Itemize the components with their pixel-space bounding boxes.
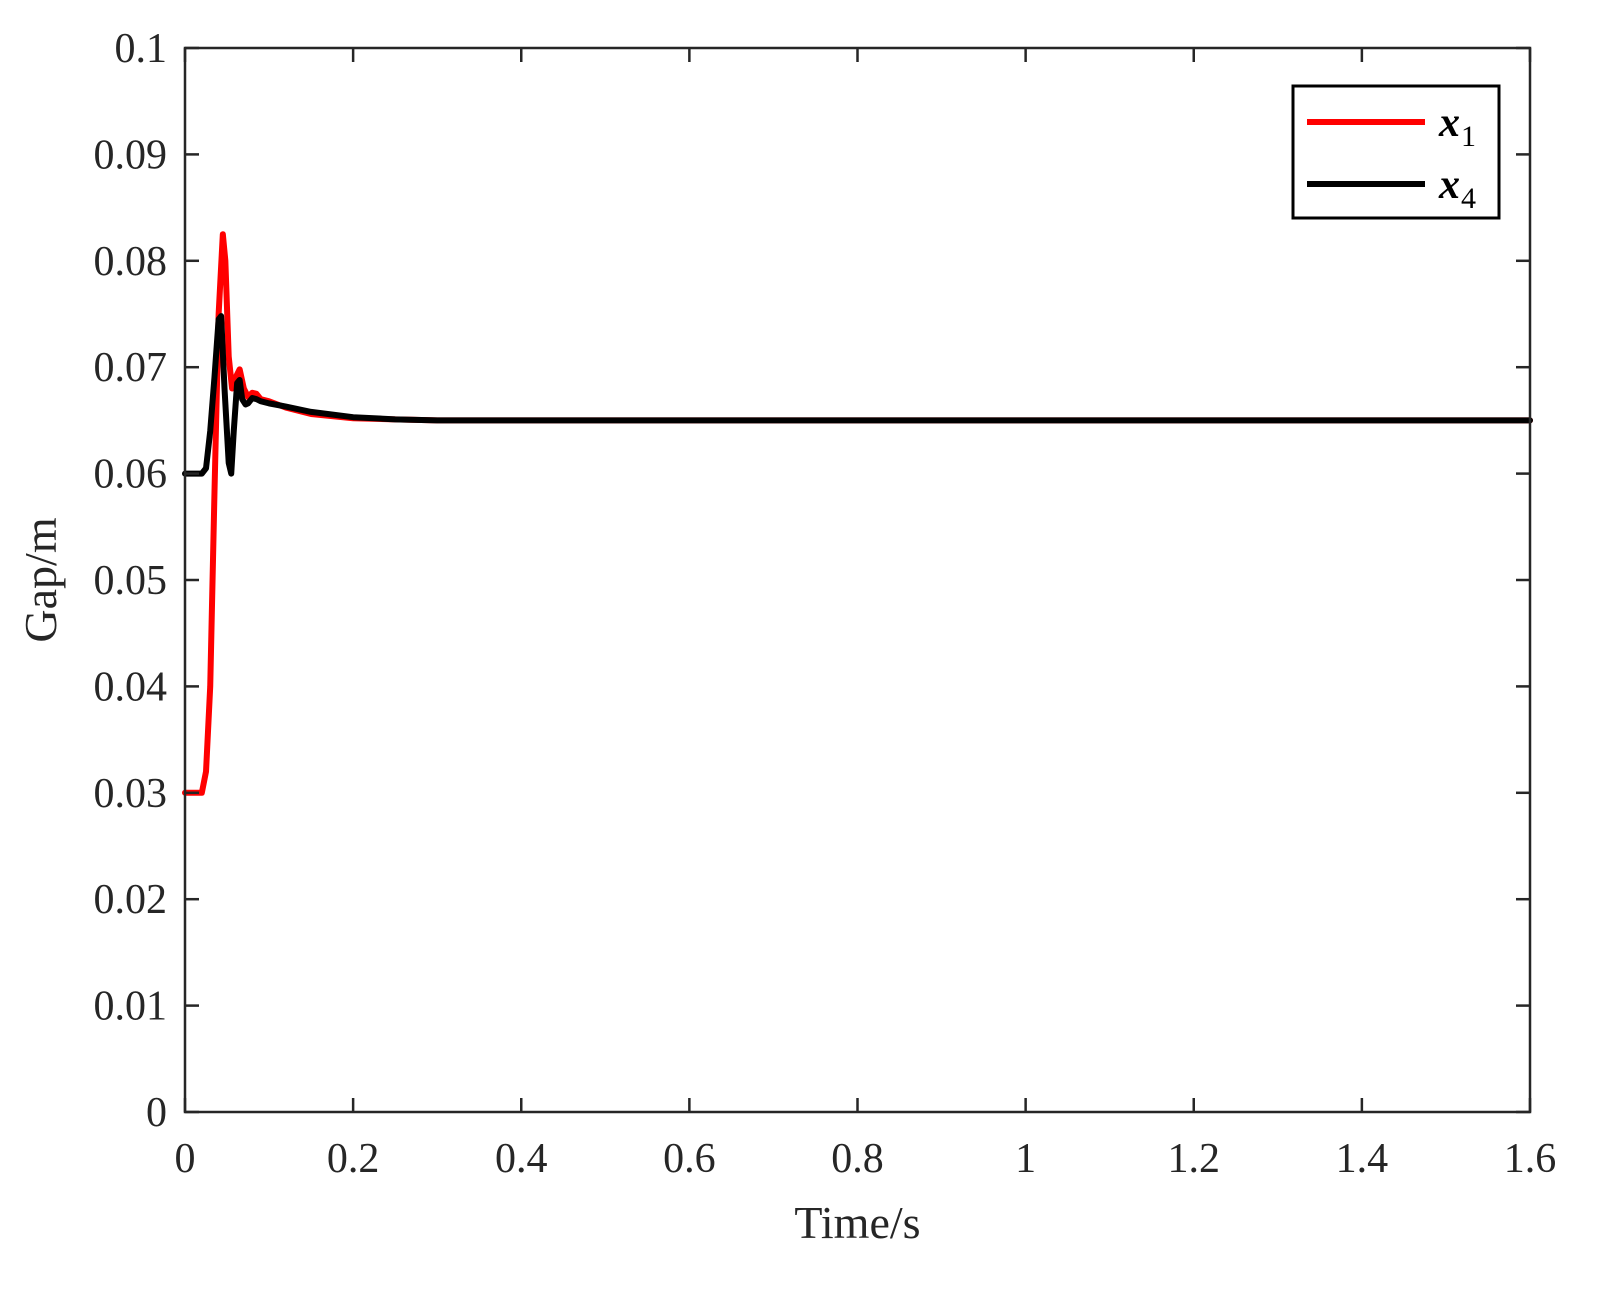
x-tick-label: 1.2 — [1168, 1136, 1221, 1182]
series-layer — [182, 231, 1533, 796]
y-tick-label: 0.06 — [94, 452, 168, 498]
y-tick-label: 0.05 — [94, 558, 168, 604]
y-tick-label: 0.03 — [94, 771, 168, 817]
y-tick-label: 0 — [146, 1090, 167, 1136]
x-axis-label: Time/s — [794, 1197, 920, 1248]
y-tick-label: 0.1 — [115, 26, 168, 72]
y-tick-label: 0.09 — [94, 132, 168, 178]
y-tick-label: 0.02 — [94, 877, 168, 923]
y-tick-label: 0.04 — [94, 664, 168, 710]
x-tick-label: 1.6 — [1504, 1136, 1557, 1182]
legend-label: x — [1438, 162, 1460, 208]
axes-layer: 0 0.2 0.4 0.6 0.8 1 1.2 1.4 1.6 0 0.01 0.02 0.03 0.04… — [94, 26, 1557, 1182]
x-tick-label: 0.8 — [831, 1136, 884, 1182]
x-tick-label: 0.4 — [495, 1136, 548, 1182]
legend-box — [1291, 84, 1501, 220]
legend-label-subscript: 1 — [1461, 120, 1476, 153]
legend-label: x — [1438, 100, 1460, 146]
x-tick-label: 0.6 — [663, 1136, 716, 1182]
y-tick-label: 0.08 — [94, 239, 168, 285]
y-tick-label: 0.01 — [94, 984, 168, 1030]
x-tick-label: 0.2 — [327, 1136, 380, 1182]
x-tick-label: 0 — [175, 1136, 196, 1182]
legend-label-subscript: 4 — [1461, 182, 1476, 215]
legend: x 1x 4 — [1291, 84, 1501, 220]
y-axis-label: Gap/m — [15, 517, 66, 642]
x-tick-label: 1.4 — [1336, 1136, 1389, 1182]
x-tick-label: 1 — [1015, 1136, 1036, 1182]
series-line-x4 — [182, 313, 1533, 477]
y-tick-label: 0.07 — [94, 345, 168, 391]
